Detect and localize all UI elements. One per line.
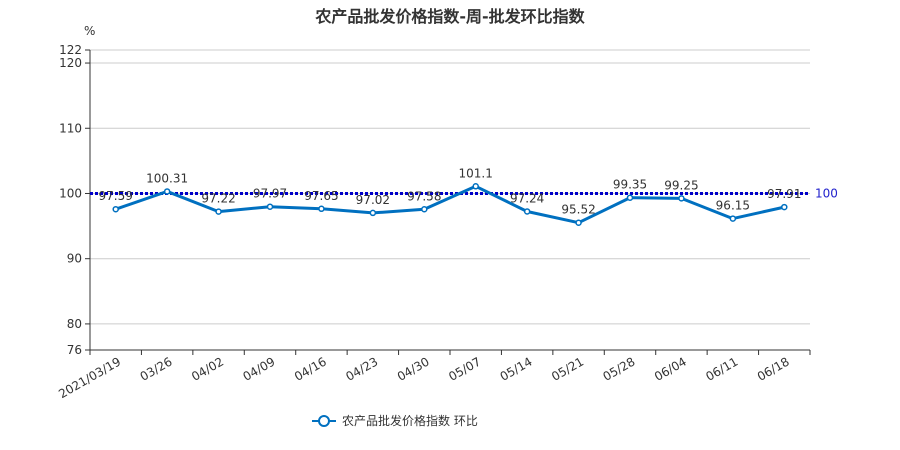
- x-tick-label: 04/02: [189, 354, 226, 383]
- y-tick-label: 100: [59, 186, 82, 200]
- data-point: [421, 206, 428, 213]
- x-tick-label: 04/30: [395, 354, 432, 383]
- reference-line-label: 100: [815, 186, 838, 200]
- data-point: [215, 208, 222, 215]
- data-label: 97.97: [253, 187, 287, 201]
- y-tick-label: 110: [59, 121, 82, 135]
- x-tick-label: 05/14: [498, 354, 535, 383]
- series-group: [112, 183, 788, 226]
- x-tick-label: 06/11: [703, 354, 740, 383]
- data-label: 97.91: [767, 187, 801, 201]
- y-axis-unit: %: [84, 24, 95, 38]
- legend-label: 农产品批发价格指数 环比: [342, 413, 478, 428]
- x-tick-label: 06/04: [652, 354, 689, 383]
- data-point: [781, 203, 788, 211]
- data-point: [575, 219, 582, 226]
- x-tick-label: 04/16: [292, 354, 329, 383]
- data-label: 97.24: [510, 191, 544, 205]
- x-tick-label: 05/21: [549, 354, 586, 383]
- data-label: 99.25: [664, 178, 698, 192]
- x-tick-label: 2021/03/19: [56, 354, 123, 401]
- y-tick-label: 120: [59, 56, 82, 70]
- x-tick-label: 05/07: [446, 354, 483, 383]
- legend-marker-icon: [318, 415, 330, 427]
- x-tick-label: 04/23: [343, 354, 380, 383]
- x-tick-label: 04/09: [241, 354, 278, 383]
- data-point: [369, 209, 377, 217]
- grid-lines: [90, 49, 810, 325]
- data-label: 101.1: [459, 166, 493, 180]
- x-tick-label: 03/26: [138, 354, 175, 383]
- data-point: [678, 195, 685, 202]
- data-label: 97.22: [201, 192, 235, 206]
- axes: [85, 49, 811, 355]
- legend[interactable]: 农产品批发价格指数 环比: [312, 413, 478, 428]
- data-point: [472, 183, 479, 190]
- data-label: 97.65: [304, 189, 338, 203]
- y-tick-label: 80: [67, 317, 82, 331]
- x-tick-label: 05/28: [601, 354, 638, 383]
- y-tick-label: 122: [59, 43, 82, 57]
- data-point: [266, 203, 274, 210]
- y-tick-label: 76: [67, 343, 82, 357]
- reference-line-group: 100: [90, 186, 838, 200]
- data-point: [523, 208, 531, 215]
- series-line: [115, 184, 785, 225]
- data-label: 97.02: [356, 193, 390, 207]
- data-point: [112, 205, 119, 213]
- data-label: 97.59: [99, 189, 133, 203]
- data-label: 99.35: [613, 178, 647, 192]
- data-label: 95.52: [561, 203, 595, 217]
- x-tick-label: 06/18: [755, 354, 792, 383]
- data-point: [163, 188, 171, 195]
- data-point: [318, 205, 325, 213]
- x-tick-labels: 2021/03/19 03/26 04/02 04/09 04/16 04/23 04/30…: [56, 354, 791, 401]
- data-label: 97.58: [407, 189, 441, 203]
- data-label: 96.15: [716, 199, 750, 213]
- chart-title: 农产品批发价格指数-周-批发环比指数: [314, 7, 585, 26]
- y-tick-label: 90: [67, 252, 82, 266]
- data-labels: 97.59 100.31 97.22 97.97 97.65 97.02 97.58 101.…: [99, 166, 802, 216]
- data-point: [626, 194, 634, 201]
- data-label: 100.31: [146, 171, 188, 185]
- data-point: [729, 215, 737, 222]
